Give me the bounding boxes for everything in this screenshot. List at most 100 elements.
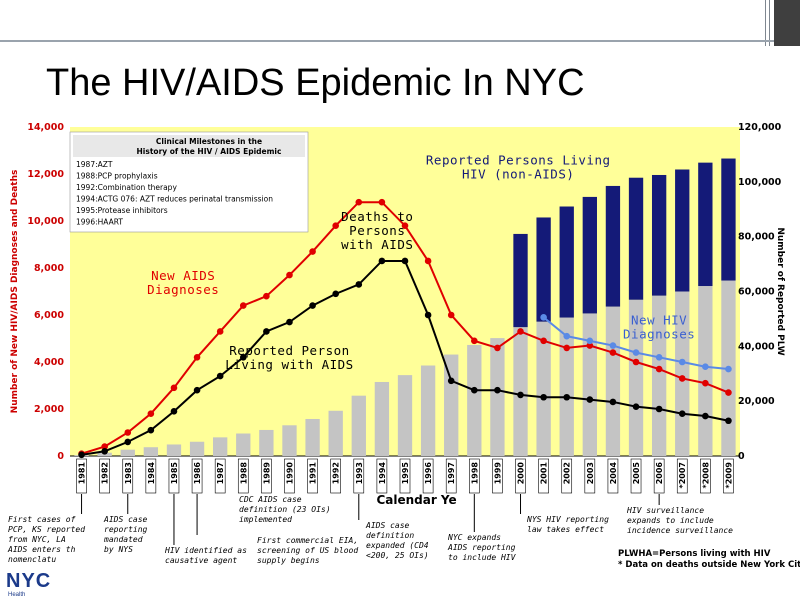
milestone-item: 1987:AZT	[76, 160, 113, 169]
new-hiv-diagnoses-point	[586, 337, 594, 345]
new-hiv-diagnoses-point	[678, 358, 686, 366]
new-hiv-diagnoses-point	[609, 342, 617, 349]
x-tick-box	[284, 458, 295, 494]
deaths-aids-point	[655, 405, 663, 413]
bar-plwa	[536, 321, 551, 456]
bar-hiv-non-aids	[513, 233, 528, 328]
x-tick-label: 1998	[470, 462, 479, 485]
x-tick-label: 1984	[147, 462, 156, 485]
milestone-heading: History of the HIV / AIDS Epidemic	[137, 147, 282, 156]
x-tick-label: 1992	[332, 462, 341, 484]
new-aids-diagnoses-point	[147, 410, 155, 418]
new-aids-diagnoses-point	[239, 302, 247, 309]
deaths-aids-point	[471, 386, 478, 394]
x-tick-box	[676, 458, 688, 494]
x-tick-box	[584, 458, 596, 494]
x-tick-label: 1982	[101, 462, 110, 484]
milestone-item: 1992:Combination therapy	[76, 183, 177, 192]
x-tick-box	[422, 458, 434, 494]
annotation-text: law takes effect	[527, 525, 604, 534]
new-aids-diagnoses-point	[170, 384, 178, 392]
deaths-aids-point	[517, 391, 524, 399]
milestone-item: 1988:PCP prophylaxis	[76, 172, 158, 181]
new-aids-diagnoses-point	[517, 328, 524, 335]
x-tick-box	[607, 458, 619, 494]
new-aids-diagnoses-point	[378, 198, 386, 206]
x-tick-box	[492, 458, 503, 494]
x-tick-label: *2007	[678, 462, 687, 488]
deaths-aids-point	[332, 290, 339, 298]
x-tick-label: 1995	[401, 462, 410, 485]
deaths-aids-point	[424, 311, 432, 319]
x-tick-label: 2001	[540, 462, 549, 485]
x-tick-label: 2006	[655, 462, 664, 485]
x-tick-box	[214, 458, 226, 494]
bar-plwa	[698, 286, 713, 456]
x-tick-label: 1996	[424, 462, 433, 485]
left-tick-label: 14,000	[27, 122, 64, 133]
annotation-text: expanded (CD4	[366, 541, 429, 550]
x-tick-label: 1997	[447, 462, 456, 484]
deaths-aids-point	[725, 417, 732, 425]
annotation-text: expands to include	[627, 516, 714, 525]
bar-plwa	[213, 437, 228, 456]
annotation-text: NYC expands	[447, 533, 501, 542]
bar-plwa	[143, 447, 159, 456]
new-aids-diagnoses-point	[447, 311, 455, 319]
annotation-text: mandated	[103, 535, 143, 544]
right-axis-title: Number of Reported PLW	[775, 227, 785, 355]
x-tick-box	[630, 458, 642, 494]
new-hiv-diagnoses-point	[725, 365, 732, 373]
bar-plwa	[420, 365, 436, 456]
annotation-text: causative agent	[165, 556, 237, 565]
bar-plwa	[305, 418, 320, 456]
left-tick-label: 0	[57, 451, 64, 462]
deaths-aids-point	[147, 426, 155, 434]
x-tick-label: 1986	[193, 462, 202, 485]
x-tick-box	[330, 458, 341, 494]
annotation-text: nomenclatu	[8, 555, 56, 564]
milestone-heading-bg	[73, 135, 305, 157]
x-tick-label: 1993	[355, 462, 364, 484]
x-tick-label: 1981	[78, 462, 87, 485]
new-hiv-diagnoses-point	[540, 314, 547, 321]
annotation-text: HIV identified as	[164, 546, 247, 555]
deaths-aids-point	[540, 393, 547, 401]
annotation-text: AIDS enters th	[7, 545, 76, 554]
slide-top-bar	[0, 0, 800, 46]
x-tick-label: 1983	[124, 462, 133, 484]
x-tick-box	[122, 458, 134, 494]
bar-hiv-non-aids	[628, 177, 644, 300]
left-axis-title: Number of New HIV/AIDS Diagnoses and Dea…	[10, 170, 20, 414]
annotation-text: NYS HIV reporting	[526, 515, 609, 524]
bar-plwa	[259, 429, 274, 456]
series-label: Reported Persons Living	[426, 153, 611, 168]
deaths-aids-point	[586, 396, 594, 403]
new-aids-diagnoses-point	[540, 337, 547, 345]
x-tick-box	[561, 458, 573, 494]
annotation-text: to include HIV	[448, 553, 517, 562]
new-aids-diagnoses-point	[563, 344, 571, 352]
annotation-text: supply begins	[257, 556, 320, 565]
new-aids-diagnoses-point	[124, 429, 132, 436]
series-label: Diagnoses	[147, 282, 219, 297]
series-label: New HIV	[631, 312, 687, 327]
bar-hiv-non-aids	[605, 185, 621, 307]
new-aids-diagnoses-point	[609, 349, 617, 356]
annotation-text: from NYC, LA	[8, 535, 66, 544]
x-tick-label: 1991	[309, 462, 318, 485]
bar-plwa	[189, 441, 205, 456]
deaths-aids-point	[378, 257, 386, 265]
annotation-text: incidence surveillance	[627, 526, 733, 535]
x-tick-box	[723, 458, 734, 494]
deaths-aids-point	[78, 451, 85, 459]
series-label: Persons	[349, 223, 405, 238]
x-tick-box	[399, 458, 411, 494]
bar-plwa	[236, 433, 251, 456]
x-tick-box	[76, 458, 87, 494]
right-tick-label: 100,000	[738, 177, 782, 188]
new-aids-diagnoses-point	[655, 365, 663, 373]
x-tick-label: 2000	[517, 462, 526, 485]
series-label: New AIDS	[151, 268, 215, 283]
milestone-item: 1996:HAART	[76, 218, 123, 227]
